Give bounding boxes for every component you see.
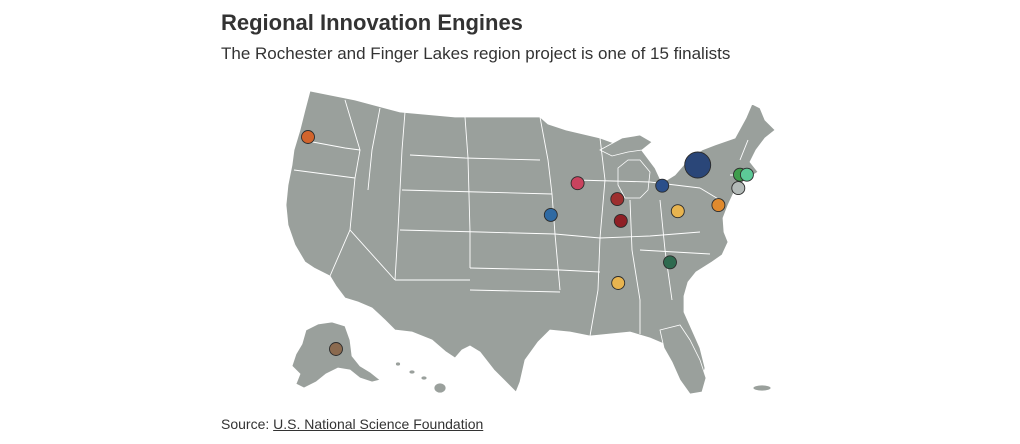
location-marker[interactable] [301,130,315,144]
source-link[interactable]: U.S. National Science Foundation [273,416,484,432]
location-marker[interactable] [610,192,625,207]
michigan-shape [599,134,653,157]
location-marker[interactable] [731,181,746,196]
state-border-line [589,137,606,337]
state-border-line [401,189,553,195]
puerto-rico-shape [752,384,772,392]
page-subtitle: The Rochester and Finger Lakes region pr… [221,44,731,63]
state-border-line [539,116,561,291]
state-border-line [464,116,471,268]
state-border-line [367,107,381,191]
location-marker[interactable] [655,178,670,193]
location-marker[interactable] [613,213,628,228]
page-title: Regional Innovation Engines [221,10,523,35]
state-border-line [293,169,356,179]
state-border-line [554,231,701,239]
hawaii-island [395,361,401,367]
state-border-line [629,199,641,334]
contiguous-us-shape [285,90,776,393]
hawaii-island [420,375,428,381]
florida-shape [659,324,707,395]
state-border-line [469,267,601,273]
location-marker[interactable] [611,276,626,290]
source-line: Source: U.S. National Science Foundation [221,416,483,432]
hawaii-island [408,369,416,375]
michigan-lower-shape [617,159,651,199]
state-borders [293,99,755,337]
state-border-line [329,229,396,281]
state-border-line [344,99,361,231]
location-marker[interactable] [684,151,712,179]
state-border-line [469,289,561,293]
state-border-line [399,229,556,235]
markers-layer [301,130,754,356]
location-marker[interactable] [739,167,754,182]
location-marker[interactable] [663,255,677,270]
land-layer [285,90,776,395]
state-border-line [739,139,749,161]
state-border-line [574,179,701,189]
state-border-line [699,187,721,201]
location-marker[interactable] [543,207,558,222]
hawaii-island [433,382,447,394]
state-border-line [301,139,361,151]
location-marker[interactable] [570,176,585,191]
location-marker[interactable] [329,342,343,356]
location-marker[interactable] [711,198,726,213]
state-border-line [394,111,406,281]
source-prefix: Source: [221,416,274,432]
state-border-line [659,199,673,301]
state-border-line [639,249,711,255]
location-marker[interactable] [670,204,685,219]
state-border-line [409,154,541,161]
